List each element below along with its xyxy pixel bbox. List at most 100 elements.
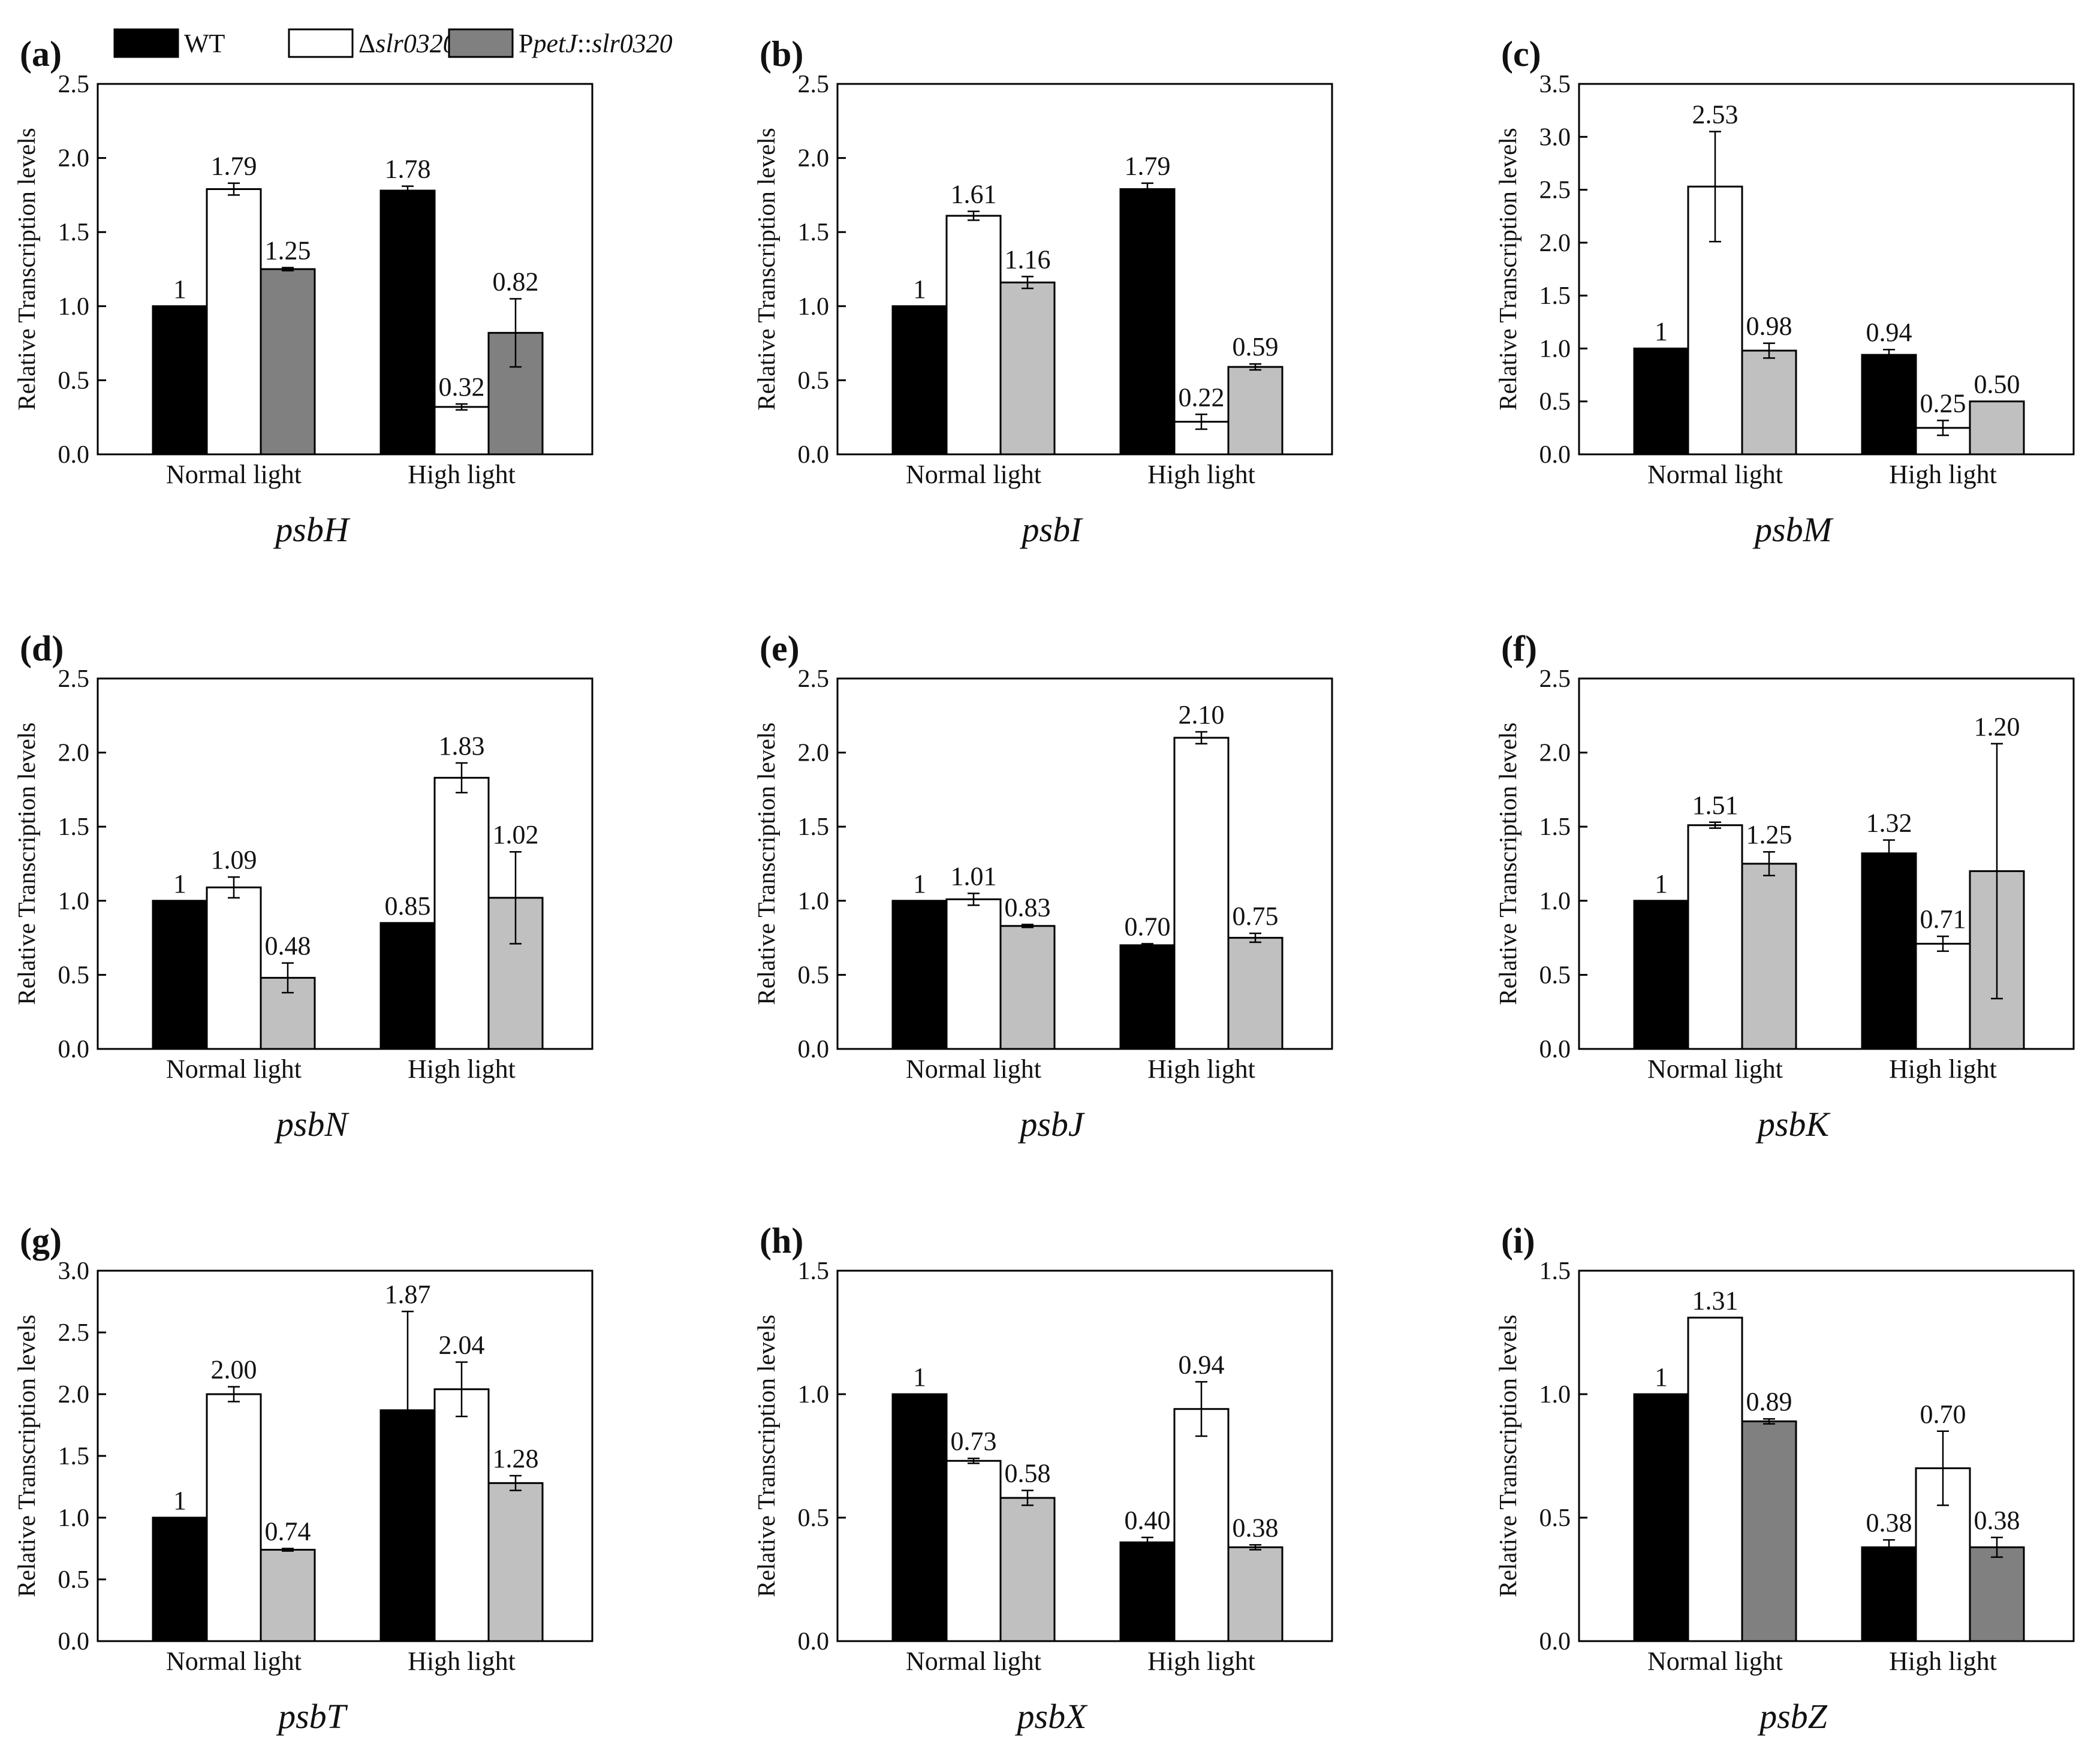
bar-slr0320-normal: [945, 1460, 1002, 1642]
data-label: 1.20: [1974, 712, 2020, 741]
bar-slr0320-normal: [945, 215, 1002, 456]
y-tick-label: 1.5: [58, 813, 90, 841]
panel-psbT: (g) 0.0 0.5 1.0 1.5 2.0 2.5 3.0 Relative Transcr…: [13, 1221, 593, 1736]
data-label: 0.75: [1233, 901, 1279, 931]
data-label: 1.01: [951, 861, 997, 891]
data-label: 0.89: [1746, 1387, 1792, 1416]
y-tick-label: 0.0: [798, 441, 830, 469]
y-tick-label: 2.5: [58, 71, 90, 98]
legend-label-ppetj-slr0320: PpetJ::slr0320: [519, 29, 673, 58]
y-axis-label: Relative Transcription levels: [13, 1314, 40, 1597]
x-category-label: High light: [1147, 1054, 1255, 1084]
data-label: 0.38: [1866, 1508, 1912, 1537]
legend-item-ppetj-slr0320: PpetJ::slr0320: [448, 28, 673, 58]
plot-frame: [1578, 1270, 2075, 1642]
y-tick-label: 0.0: [1539, 1628, 1571, 1656]
data-label: 1.51: [1692, 791, 1739, 820]
y-axis-label: Relative Transcription levels: [13, 722, 40, 1005]
y-tick-label: 0.0: [1539, 1036, 1571, 1063]
panel-psbI: (b) 0.0 0.5 1.0 1.5 2.0 2.5 Relative Transcript…: [752, 34, 1333, 549]
plot-frame: [836, 83, 1333, 456]
bar-PpetJslr0320-normal: [999, 281, 1056, 456]
y-tick-label: 0.5: [58, 961, 90, 989]
panel-label: (b): [760, 34, 803, 74]
panel-psbN: (d) 0.0 0.5 1.0 1.5 2.0 2.5 Relative Transcript…: [13, 629, 593, 1144]
y-tick-label: 0.0: [798, 1036, 830, 1063]
bar-WT-normal: [152, 900, 208, 1050]
bar-WT-high: [1861, 852, 1917, 1050]
data-label: 1.25: [1746, 820, 1792, 849]
x-category-label: High light: [1889, 1647, 1997, 1676]
y-tick-label: 2.0: [1539, 230, 1571, 257]
bar-slr0320-high: [1173, 737, 1230, 1050]
data-label: 1.32: [1866, 808, 1912, 837]
bar-PpetJslr0320-normal: [999, 925, 1056, 1050]
bar-PpetJslr0320-normal: [260, 268, 316, 456]
x-category-label: Normal light: [906, 460, 1041, 489]
bar-WT-normal: [1633, 900, 1689, 1050]
panel-psbM: (c) 0.0 0.5 1.0 1.5 2.0 2.5 3.0 3.5 Relative Tran…: [1494, 34, 2075, 549]
x-category-label: Normal light: [1647, 1647, 1783, 1676]
y-tick-label: 1.5: [798, 813, 830, 841]
bar-PpetJslr0320-normal: [1741, 863, 1797, 1050]
gene-label: psbK: [1755, 1105, 1831, 1144]
data-label: 1.79: [211, 152, 257, 181]
legend-swatch-delta-slr0320: [288, 28, 354, 58]
bar-WT-high: [1861, 354, 1917, 456]
y-tick-label: 1.5: [1539, 282, 1571, 310]
y-tick-label: 2.5: [798, 665, 830, 693]
data-label: 0.74: [265, 1517, 311, 1546]
data-label: 1.02: [493, 820, 539, 849]
y-tick-label: 1.0: [1539, 335, 1571, 363]
panel-psbJ: (e) 0.0 0.5 1.0 1.5 2.0 2.5 Relative Transcript…: [752, 629, 1333, 1144]
bar-WT-high: [379, 189, 436, 456]
data-label: 1.83: [439, 731, 485, 761]
bar-slr0320-high: [1173, 1408, 1230, 1642]
y-tick-label: 3.5: [1539, 71, 1571, 98]
bar-slr0320-high: [433, 777, 490, 1050]
y-tick-label: 1.0: [798, 888, 830, 915]
gene-label: psbZ: [1757, 1697, 1828, 1736]
plot-frame: [1578, 83, 2075, 456]
data-label: 0.50: [1974, 370, 2020, 399]
panel-psbH: (a) 0.0 0.5 1.0 1.5 2.0 2.5 Relative Transcript…: [13, 34, 593, 549]
y-axis-label: Relative Transcription levels: [1494, 1314, 1521, 1597]
bar-WT-high: [1119, 1541, 1176, 1642]
y-axis-label: Relative Transcription levels: [1494, 722, 1521, 1005]
data-label: 0.98: [1746, 312, 1792, 341]
bar-slr0320-high: [433, 1388, 490, 1642]
data-label: 1.79: [1125, 152, 1171, 181]
panel-label: (d): [20, 629, 64, 668]
bar-slr0320-normal: [206, 886, 262, 1050]
x-category-label: High light: [408, 1054, 516, 1084]
y-tick-label: 0.5: [1539, 388, 1571, 416]
panel-label: (a): [20, 34, 62, 74]
y-tick-label: 2.0: [58, 740, 90, 767]
y-tick-label: 2.0: [58, 1381, 90, 1409]
y-tick-label: 1.5: [1539, 1258, 1571, 1285]
y-tick-label: 1.0: [58, 1504, 90, 1532]
plot-frame: [836, 1270, 1333, 1642]
data-label: 1.87: [385, 1280, 431, 1309]
y-tick-label: 0.0: [58, 1036, 90, 1063]
data-label: 1.16: [1005, 245, 1051, 274]
y-tick-label: 0.5: [798, 961, 830, 989]
gene-label: psbN: [274, 1105, 350, 1144]
y-axis-label: Relative Transcription levels: [1494, 128, 1521, 410]
y-tick-label: 2.5: [58, 1319, 90, 1347]
bar-slr0320-normal: [1687, 824, 1743, 1050]
y-tick-label: 0.0: [58, 441, 90, 469]
y-tick-label: 0.5: [58, 367, 90, 394]
data-label: 0.73: [951, 1427, 997, 1456]
legend-item-WT: WT: [113, 28, 225, 58]
bar-WT-normal: [152, 1516, 208, 1642]
data-label: 2.04: [439, 1330, 485, 1359]
legend-swatch-ppetj-slr0320: [448, 28, 514, 58]
plot-frame: [97, 1270, 593, 1642]
y-axis-label: Relative Transcription levels: [752, 128, 780, 410]
y-tick-label: 0.0: [58, 1628, 90, 1656]
y-tick-label: 0.0: [1539, 441, 1571, 469]
data-label: 1: [173, 869, 186, 898]
data-label: 0.38: [1974, 1506, 2020, 1535]
data-label: 0.40: [1125, 1506, 1171, 1535]
